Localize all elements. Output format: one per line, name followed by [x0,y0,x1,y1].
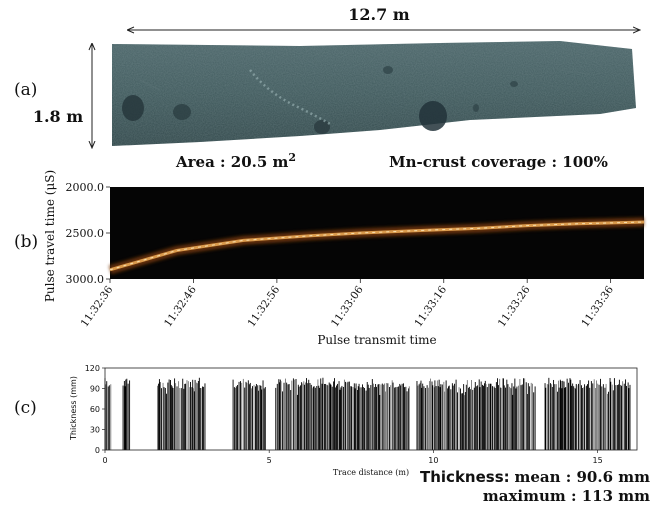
xtick-label: 0 [102,456,107,465]
panel-c-xticks: 0 5 10 15 [102,450,603,465]
stats-label: Thickness: [420,468,510,486]
ytick-label: 60 [90,405,100,414]
panel-c-yticks: 0 30 60 90 120 [85,364,105,455]
width-dimension: 12.7 m [348,5,410,24]
xtick-label: 5 [267,456,272,465]
xtick-label: 11:32:56 [245,284,282,330]
panel-a: (a) 12.7 m 1.8 m Area : 20.5 m2 Mn-crust… [14,5,640,171]
height-dimension: 1.8 m [33,107,83,126]
ytick-label: 0 [95,446,100,455]
xtick-label: 11:32:36 [79,284,116,330]
panel-b-xlabel: Pulse transmit time [317,333,436,347]
stats-mean: mean : 90.6 mm [514,468,650,486]
ytick-label: 90 [90,385,100,394]
panel-b-xticks: 11:32:36 11:32:46 11:32:56 11:33:06 11:33:16… [79,279,616,330]
xtick-label: 11:33:16 [412,284,449,330]
xtick-label: 11:33:36 [579,284,616,330]
xtick-label: 10 [428,456,438,465]
panel-c-xlabel: Trace distance (m) [333,468,409,477]
panel-c-ylabel: Thickness (mm) [69,376,78,441]
xtick-label: 11:32:46 [162,284,199,330]
sonar-interface-trace [108,217,645,275]
ytick-label: 30 [90,426,100,435]
coverage-text: Mn-crust coverage : 100% [389,153,608,171]
ytick-label: 2500.0 [66,227,105,240]
thickness-bars [104,377,631,450]
panel-c: (c) Thickness (mm) 0 30 60 90 120 0 5 10 15 Tra… [14,364,638,477]
panel-b-label: (b) [14,232,38,252]
panel-b-ylabel: Pulse travel time (μS) [43,170,57,302]
stats-maximum: maximum : 113 mm [483,487,650,505]
xtick-label: 11:33:06 [329,284,366,330]
ytick-label: 2000.0 [66,181,105,194]
area-text: Area : 20.5 m2 [175,151,296,171]
area-superscript: 2 [288,151,296,164]
ytick-label: 3000.0 [66,273,105,286]
ytick-label: 120 [85,364,100,373]
panel-b: (b) Pulse travel time (μS) 2000.0 2500.0 3… [14,170,645,347]
xtick-label: 11:33:26 [496,284,533,330]
panel-b-yticks: 2000.0 2500.0 3000.0 [66,181,110,286]
xtick-label: 15 [592,456,602,465]
thickness-stats: Thickness: mean : 90.6 mm maximum : 113 … [420,468,650,505]
area-label: Area : 20.5 m [175,153,289,171]
panel-a-label: (a) [14,80,37,100]
panel-c-label: (c) [14,398,37,418]
sonar-speckle [109,221,645,271]
seafloor-photo [112,41,636,146]
